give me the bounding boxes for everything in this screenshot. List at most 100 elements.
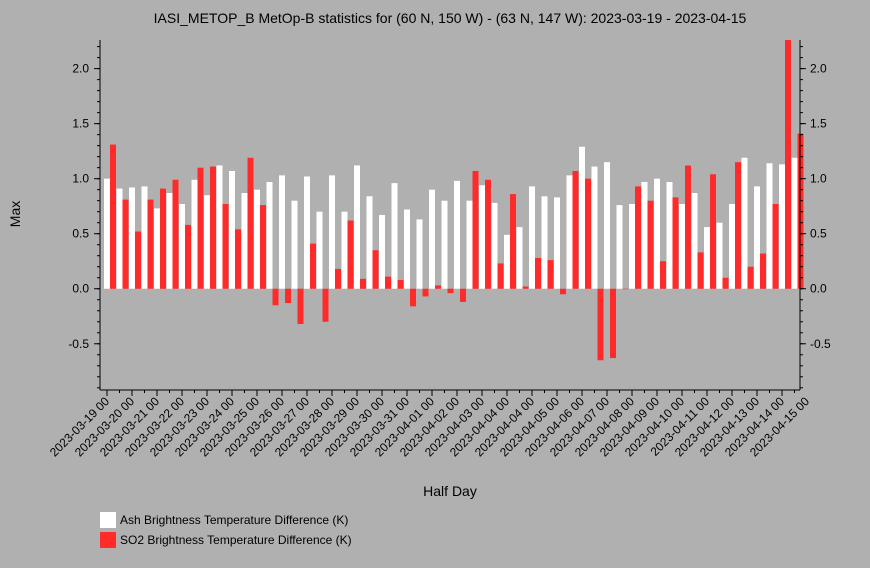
chart-title: IASI_METOP_B MetOp-B statistics for (60 … xyxy=(154,10,747,26)
legend-swatch-ash xyxy=(100,512,116,528)
so2-bar xyxy=(772,203,779,289)
y-tick-label-right: 0.0 xyxy=(810,282,827,296)
ash-bar xyxy=(704,227,710,289)
so2-bar xyxy=(522,286,529,289)
y-tick-label-right: 1.5 xyxy=(810,117,827,131)
so2-bar xyxy=(760,253,766,289)
so2-bar xyxy=(110,144,116,289)
y-tick-label: 0.0 xyxy=(72,282,89,296)
x-axis-label: Half Day xyxy=(423,483,477,499)
so2-bar xyxy=(610,288,616,359)
so2-bar xyxy=(385,276,391,289)
ash-bar xyxy=(629,203,635,289)
ash-bar xyxy=(779,164,785,289)
y-tick-label: 2.0 xyxy=(72,62,89,76)
y-tick-label-right: 1.0 xyxy=(810,172,827,186)
ash-bar xyxy=(741,157,748,289)
so2-bar xyxy=(360,278,366,289)
ash-bar xyxy=(729,203,735,289)
so2-bar xyxy=(410,288,416,307)
ash-bar xyxy=(491,202,498,289)
ash-bar xyxy=(266,181,273,289)
ash-bar xyxy=(241,192,248,289)
ash-bar xyxy=(154,208,160,289)
so2-bar xyxy=(185,224,191,289)
so2-bar xyxy=(272,288,279,306)
ash-bar xyxy=(354,165,360,289)
ash-bar xyxy=(416,219,423,289)
so2-bar xyxy=(510,194,516,289)
so2-bar xyxy=(560,288,566,295)
y-tick-label: 1.0 xyxy=(72,172,89,186)
so2-bar xyxy=(672,197,679,289)
so2-bar xyxy=(547,260,554,289)
ash-bar xyxy=(404,209,410,289)
ash-bar xyxy=(254,189,260,289)
so2-bar xyxy=(297,288,304,324)
ash-bar xyxy=(329,175,335,289)
so2-bar xyxy=(135,231,141,289)
ash-bar xyxy=(566,175,573,289)
so2-bar xyxy=(172,179,179,289)
legend-swatch-so2 xyxy=(100,532,116,548)
so2-bar xyxy=(222,203,229,289)
so2-bar xyxy=(335,268,341,289)
ash-bar xyxy=(279,175,285,289)
ash-bar xyxy=(554,197,560,289)
ash-bar xyxy=(666,181,673,289)
so2-bar xyxy=(247,157,254,289)
so2-bar xyxy=(535,257,541,289)
so2-bar xyxy=(710,174,716,289)
so2-bar xyxy=(322,288,329,322)
so2-bar xyxy=(160,188,166,289)
ash-bar xyxy=(391,183,398,289)
so2-bar xyxy=(122,199,129,289)
so2-bar xyxy=(397,279,404,289)
so2-bar xyxy=(197,167,204,289)
ash-bar xyxy=(141,186,148,289)
ash-bar xyxy=(479,185,485,289)
ash-bar xyxy=(754,186,760,289)
so2-bar xyxy=(685,165,691,289)
ash-bar xyxy=(529,186,535,289)
ash-bar xyxy=(604,162,610,289)
ash-bar xyxy=(179,203,185,289)
legend: Ash Brightness Temperature Difference (K… xyxy=(100,512,352,548)
y-tick-label-right: 0.5 xyxy=(810,227,827,241)
ash-bar xyxy=(191,179,198,289)
y-tick-label: -0.5 xyxy=(68,337,89,351)
ash-bar xyxy=(429,189,435,289)
y-tick-label-right: -0.5 xyxy=(810,337,831,351)
so2-bar xyxy=(422,288,429,297)
ash-bar xyxy=(791,157,798,289)
ash-bar xyxy=(229,170,235,289)
ash-bar xyxy=(379,215,385,289)
ash-bar xyxy=(341,211,348,289)
y-tick-label: 1.5 xyxy=(72,117,89,131)
so2-bar xyxy=(697,252,704,289)
ash-bar xyxy=(691,192,698,289)
so2-bar xyxy=(497,263,504,289)
ash-bar xyxy=(204,195,210,289)
ash-bar xyxy=(541,196,548,289)
so2-bar xyxy=(147,199,154,289)
ash-bar xyxy=(654,178,660,289)
so2-bar xyxy=(310,243,316,289)
ash-bar xyxy=(116,188,123,289)
so2-bar xyxy=(572,170,579,289)
so2-bar xyxy=(460,288,466,302)
legend-label-ash: Ash Brightness Temperature Difference (K… xyxy=(120,513,348,527)
ash-bar xyxy=(616,205,623,289)
so2-bar xyxy=(235,229,241,289)
legend-label-so2: SO2 Brightness Temperature Difference (K… xyxy=(120,533,352,547)
ash-bar xyxy=(466,200,473,289)
so2-bar xyxy=(347,220,354,289)
ash-bar xyxy=(216,165,223,289)
plot-area: -0.5 -0.50.0 0.00.5 0.51.0 1.01.5 1.52.0 2.020… xyxy=(47,40,831,459)
ash-bar xyxy=(129,187,135,289)
so2-bar xyxy=(785,40,791,289)
ash-bar xyxy=(166,192,173,289)
so2-bar xyxy=(735,162,741,289)
